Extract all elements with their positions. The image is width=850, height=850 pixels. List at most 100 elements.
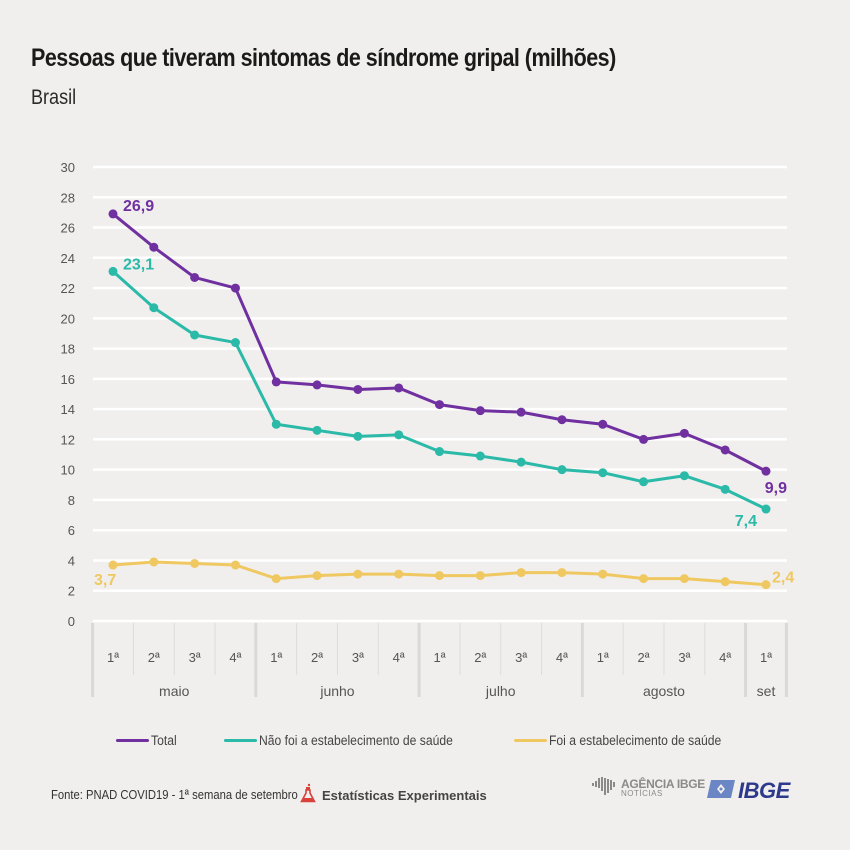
chart-title: Pessoas que tiveram sintomas de síndrome… xyxy=(31,44,616,72)
data-point xyxy=(516,407,526,417)
data-point xyxy=(557,415,567,425)
month-separator xyxy=(254,623,258,697)
month-label: set xyxy=(757,683,776,699)
x-tick-label: 1ª xyxy=(107,650,119,665)
agencia-map-icon xyxy=(592,776,618,801)
data-point xyxy=(190,330,200,340)
data-labels: 26,9 9,9 23,1 7,4 3,7 2,4 xyxy=(94,198,794,589)
data-point xyxy=(190,558,200,568)
data-point xyxy=(475,451,485,461)
data-point xyxy=(639,477,649,487)
y-tick-label: 8 xyxy=(68,493,75,508)
legend-swatch-total xyxy=(116,739,149,742)
month-separator xyxy=(580,623,584,697)
x-axis: maio junho julho agosto set 1ª 2ª 3ª 4ª 1ª 2ª 3ª 4ª 1… xyxy=(91,623,788,699)
y-tick-label: 28 xyxy=(61,190,75,205)
month-separator xyxy=(91,623,95,697)
source-note: Fonte: PNAD COVID19 - 1ª semana de setem… xyxy=(51,788,325,802)
x-tick-label: 1ª xyxy=(433,650,445,665)
x-tick-label: 4ª xyxy=(229,650,241,665)
y-tick-label: 20 xyxy=(61,311,75,326)
data-point xyxy=(230,283,240,293)
month-separator xyxy=(744,623,748,697)
x-tick-label: 3ª xyxy=(515,650,527,665)
data-label-first: 23,1 xyxy=(123,256,154,273)
data-point xyxy=(516,568,526,578)
data-point xyxy=(149,242,159,252)
data-point xyxy=(598,468,608,478)
month-separator xyxy=(417,623,421,697)
legend-swatch-nao-foi xyxy=(224,739,257,742)
data-point xyxy=(598,419,608,429)
y-tick-label: 14 xyxy=(61,402,75,417)
data-point xyxy=(720,484,730,494)
data-label-last: 7,4 xyxy=(735,513,757,530)
y-tick-label: 10 xyxy=(61,463,75,478)
data-label-last: 9,9 xyxy=(765,480,787,497)
data-point xyxy=(720,577,730,587)
data-point xyxy=(271,574,281,584)
data-point xyxy=(435,571,444,581)
data-point xyxy=(230,338,240,348)
agencia-title: AGÊNCIA IBGE xyxy=(621,776,705,791)
y-tick-label: 30 xyxy=(61,160,75,175)
data-point xyxy=(394,430,404,440)
data-point xyxy=(435,447,444,457)
month-label: agosto xyxy=(643,683,685,699)
legend-item-nao-foi: Não foi a estabelecimento de saúde xyxy=(224,733,474,748)
data-point xyxy=(108,266,118,276)
legend-label: Foi a estabelecimento de saúde xyxy=(549,733,722,748)
agencia-subtitle: NOTÍCIAS xyxy=(621,788,663,798)
ibge-emblem-icon xyxy=(707,779,735,803)
x-tick-label: 4ª xyxy=(393,650,405,665)
y-tick-label: 12 xyxy=(61,432,75,447)
data-point xyxy=(353,431,363,441)
legend-item-total: Total xyxy=(116,733,180,748)
x-tick-label: 1ª xyxy=(270,650,282,665)
data-point xyxy=(271,377,281,387)
data-point xyxy=(598,569,608,579)
legend-swatch-foi xyxy=(514,739,547,742)
y-tick-label: 24 xyxy=(61,251,75,266)
data-point xyxy=(230,560,240,570)
legend-label: Total xyxy=(151,733,177,748)
y-tick-label: 0 xyxy=(68,614,75,629)
data-point xyxy=(149,557,159,567)
data-point xyxy=(149,303,159,313)
x-tick-label: 3ª xyxy=(352,650,364,665)
data-point xyxy=(394,383,404,393)
gridlines xyxy=(93,165,787,623)
y-tick-label: 4 xyxy=(68,553,75,568)
data-point xyxy=(557,465,567,475)
data-point xyxy=(312,425,322,435)
source-text: Fonte: PNAD COVID19 - 1ª semana de setem… xyxy=(51,788,298,802)
month-label: maio xyxy=(159,683,190,699)
data-point xyxy=(394,569,404,579)
series-line-0 xyxy=(112,212,767,473)
x-tick-label: 3ª xyxy=(678,650,690,665)
x-tick-label: 2ª xyxy=(638,650,650,665)
y-tick-label: 6 xyxy=(68,523,75,538)
month-label: julho xyxy=(485,683,516,699)
data-point xyxy=(761,466,771,476)
x-tick-label: 2ª xyxy=(148,650,160,665)
y-tick-label: 18 xyxy=(61,342,75,357)
x-tick-label: 3ª xyxy=(189,650,201,665)
data-point xyxy=(679,471,689,481)
month-separator xyxy=(784,623,788,697)
data-point xyxy=(516,457,526,467)
month-label: junho xyxy=(319,683,354,699)
x-tick-label: 4ª xyxy=(556,650,568,665)
x-tick-label: 1ª xyxy=(597,650,609,665)
chart-subtitle: Brasil xyxy=(31,86,77,109)
data-point xyxy=(639,434,649,444)
data-point xyxy=(475,571,485,581)
data-point xyxy=(761,580,771,590)
data-point xyxy=(435,400,444,410)
data-point xyxy=(108,560,118,570)
series-line-1 xyxy=(112,270,767,511)
data-point xyxy=(108,209,118,219)
data-point xyxy=(312,571,322,581)
